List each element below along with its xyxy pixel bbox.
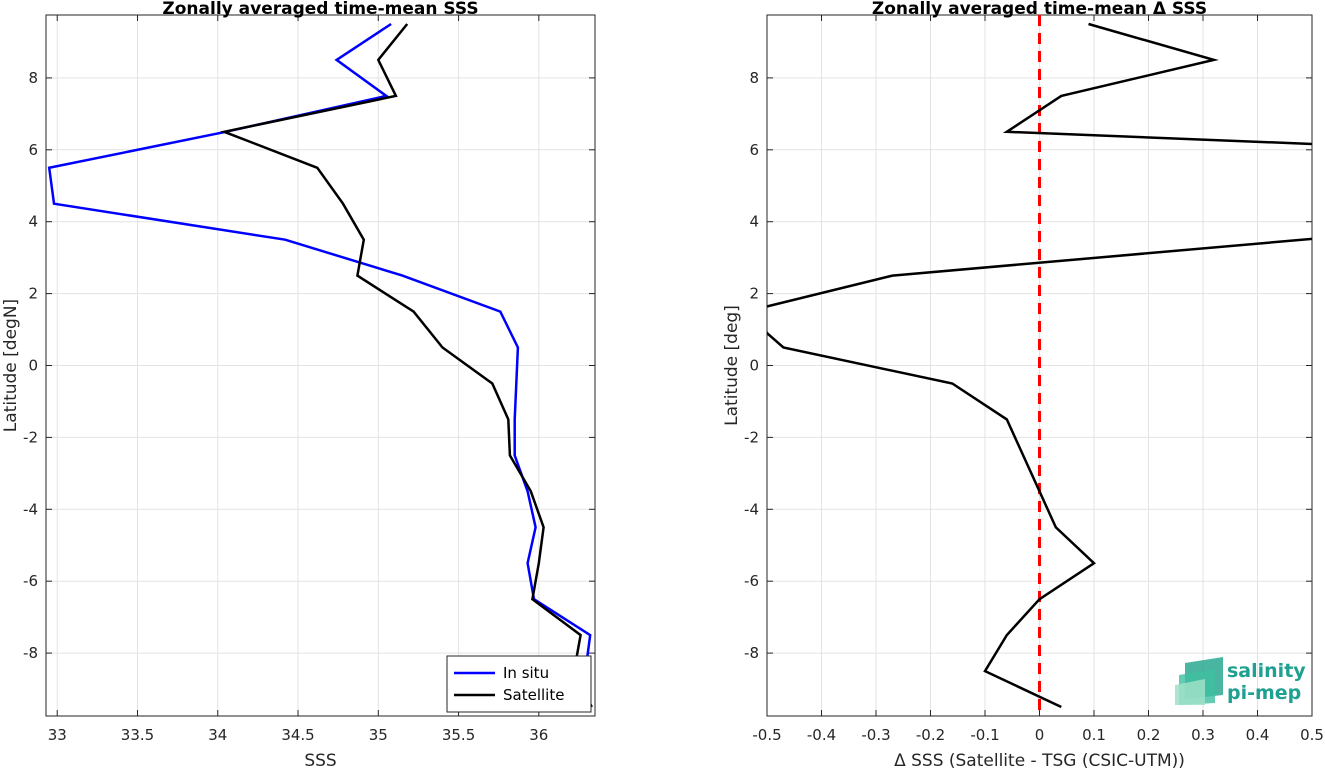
legend-label: In situ [503, 664, 549, 682]
logo-line2: pi-mep [1227, 682, 1301, 704]
series-line-delta-sss [767, 22, 1312, 709]
panel-delta-sss: -0.5 -0.4 -0.3 -0.2 -0.1 0 0.1 0.2 0.3 0.4 0.5 -8 -6… [722, 0, 1324, 769]
x-axis-label: SSS [304, 751, 336, 769]
x-axis-label: Δ SSS (Satellite - TSG (CSIC-UTM)) [894, 751, 1185, 769]
chart-title: Zonally averaged time-mean SSS [162, 0, 478, 19]
x-tick-label: 0.4 [1246, 726, 1270, 744]
y-tick-label: -8 [744, 644, 759, 662]
x-tick-label: 0 [1035, 726, 1045, 744]
y-tick-label: 6 [28, 141, 38, 159]
x-tick-label: 33 [48, 726, 67, 744]
x-tick-label: 36 [529, 726, 548, 744]
x-tick-label: 34.5 [281, 726, 314, 744]
y-tick-label: 4 [28, 213, 38, 231]
y-tick-label: -2 [744, 428, 759, 446]
y-tick-label: 2 [749, 285, 759, 303]
x-tick-label: -0.4 [807, 726, 836, 744]
x-tick-label: -0.1 [970, 726, 999, 744]
y-tick-label: 2 [28, 285, 38, 303]
y-tick-label: 6 [749, 141, 759, 159]
x-tick-label: 33.5 [121, 726, 154, 744]
y-tick-label: 8 [749, 69, 759, 87]
x-tick-label: 35.5 [442, 726, 475, 744]
x-tick-label: 0.2 [1137, 726, 1161, 744]
x-tick-label: 0.3 [1191, 726, 1215, 744]
y-axis-label: Latitude [degN] [1, 299, 21, 432]
y-tick-label: -4 [744, 500, 759, 518]
x-tick-label: -0.3 [861, 726, 890, 744]
logo-line1: salinity [1227, 660, 1306, 682]
y-tick-label: -8 [23, 644, 38, 662]
salinity-pimep-logo: salinity pi-mep [1175, 657, 1306, 705]
x-tick-label: 34 [208, 726, 227, 744]
series-line-satellite [219, 23, 593, 708]
x-tick-label: 0.5 [1300, 726, 1324, 744]
x-tick-label: -0.2 [916, 726, 945, 744]
plot-area [767, 15, 1312, 716]
y-tick-label: -4 [23, 500, 38, 518]
x-tick-label: 35 [369, 726, 388, 744]
legend: In situ Satellite [446, 655, 592, 713]
y-tick-label: -2 [23, 428, 38, 446]
legend-label: Satellite [503, 686, 564, 704]
y-tick-label: 4 [749, 213, 759, 231]
chart-title: Zonally averaged time-mean Δ SSS [872, 0, 1207, 19]
x-tick-label: 0.1 [1082, 726, 1106, 744]
y-tick-label: 0 [28, 357, 38, 375]
plot-area [47, 22, 593, 708]
y-tick-label: 0 [749, 357, 759, 375]
y-axis-label: Latitude [deg] [722, 305, 742, 426]
y-tick-label: -6 [23, 572, 38, 590]
y-tick-label: 8 [28, 69, 38, 87]
y-tick-label: -6 [744, 572, 759, 590]
panel-sss: 33 33.5 34 34.5 35 35.5 36 -8 -6 -4 -2 0 2 4 6 8 Zonally… [1, 0, 596, 769]
x-tick-label: -0.5 [752, 726, 781, 744]
